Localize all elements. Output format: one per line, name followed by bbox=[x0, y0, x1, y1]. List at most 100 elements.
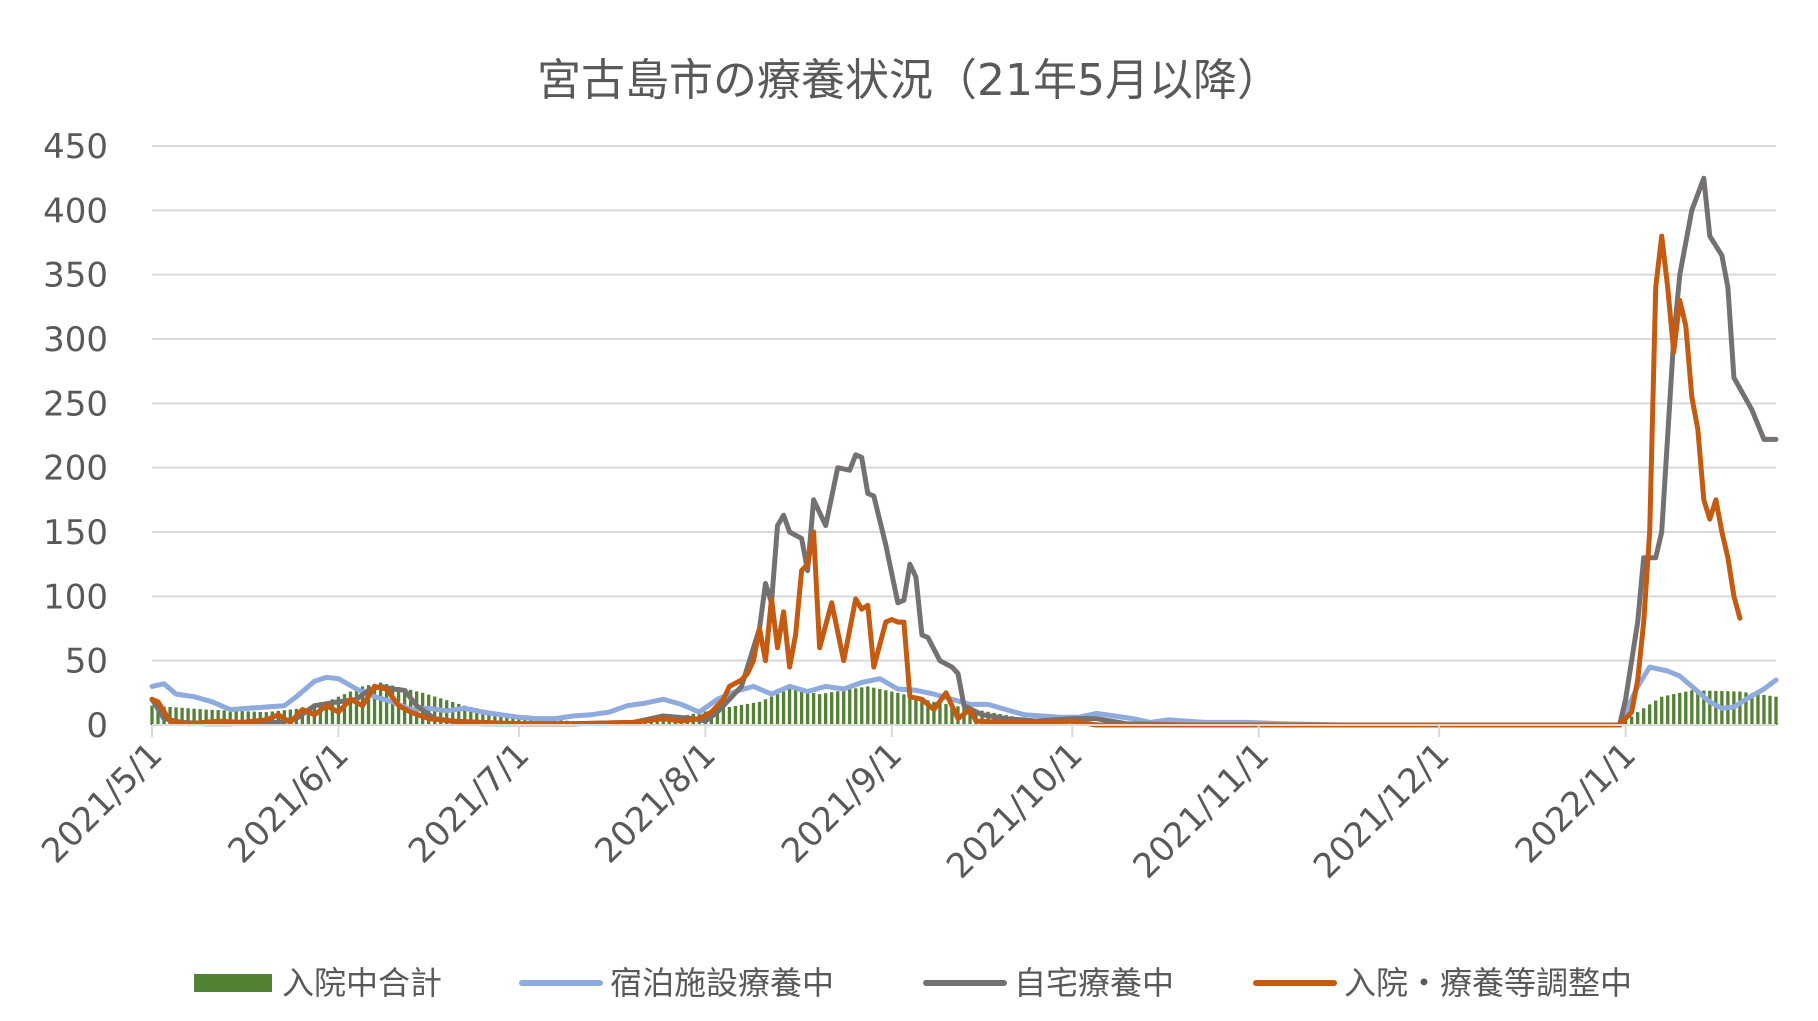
bar bbox=[661, 717, 665, 725]
bar bbox=[1636, 712, 1640, 725]
bar bbox=[884, 690, 888, 725]
bar bbox=[824, 693, 828, 725]
bar bbox=[739, 704, 744, 725]
bar bbox=[757, 701, 762, 725]
bar bbox=[1702, 690, 1706, 725]
bar bbox=[342, 694, 347, 725]
x-axis-ticks: 2021/5/1 2021/6/1 2021/7/1 2021/8/1 2021/9/1… bbox=[34, 724, 1776, 887]
bar bbox=[890, 691, 894, 725]
bar bbox=[1684, 691, 1688, 725]
x-tick-label: 2021/9/1 bbox=[774, 735, 910, 871]
bar bbox=[192, 708, 196, 725]
bar bbox=[1708, 690, 1712, 725]
bar bbox=[330, 699, 335, 725]
bar bbox=[908, 695, 912, 725]
bar bbox=[848, 689, 852, 725]
bar bbox=[1672, 694, 1676, 725]
bar bbox=[1696, 690, 1700, 725]
bar bbox=[817, 694, 822, 725]
legend-swatch bbox=[194, 974, 272, 992]
bar bbox=[517, 717, 521, 725]
bar bbox=[745, 703, 750, 725]
y-tick-label: 350 bbox=[43, 256, 108, 296]
bar bbox=[222, 710, 226, 725]
bar bbox=[457, 703, 461, 725]
bar bbox=[475, 708, 479, 725]
bar bbox=[180, 707, 184, 725]
bar bbox=[463, 705, 467, 725]
bar bbox=[288, 709, 292, 725]
bar bbox=[751, 702, 756, 725]
bar bbox=[830, 692, 834, 725]
bar bbox=[318, 704, 323, 725]
bar bbox=[986, 711, 990, 725]
bar bbox=[932, 701, 936, 725]
bar bbox=[926, 700, 930, 725]
bar bbox=[372, 683, 377, 725]
bar bbox=[733, 705, 738, 725]
y-tick-label: 400 bbox=[43, 191, 108, 231]
y-tick-label: 100 bbox=[43, 577, 108, 617]
bar bbox=[156, 706, 160, 725]
bar bbox=[842, 690, 846, 725]
bar bbox=[950, 705, 954, 725]
bar bbox=[763, 699, 768, 725]
bar bbox=[216, 710, 220, 725]
bar bbox=[174, 707, 178, 725]
x-tick-label: 2021/5/1 bbox=[34, 735, 170, 871]
bar bbox=[1774, 696, 1778, 725]
legend-label: 自宅療養中 bbox=[1014, 964, 1174, 1002]
bar bbox=[860, 687, 864, 725]
legend: 入院中合計 宿泊施設療養中 自宅療養中 入院・療養等調整中 bbox=[194, 964, 1632, 1002]
bar bbox=[866, 686, 870, 725]
bar bbox=[451, 702, 455, 725]
x-tick-label: 2021/6/1 bbox=[221, 735, 357, 871]
x-tick-label: 2021/12/1 bbox=[1306, 735, 1458, 887]
bar bbox=[1654, 700, 1658, 725]
bar bbox=[872, 687, 876, 725]
bar bbox=[938, 702, 942, 725]
bar bbox=[902, 694, 906, 725]
bar bbox=[198, 709, 202, 725]
bar bbox=[186, 708, 190, 725]
bar bbox=[769, 696, 774, 725]
bar bbox=[348, 691, 353, 725]
bar bbox=[787, 688, 792, 725]
bar bbox=[896, 692, 900, 725]
series-line bbox=[149, 233, 1743, 728]
bar bbox=[799, 691, 804, 725]
bar bbox=[1678, 692, 1682, 725]
bar bbox=[920, 698, 924, 725]
bar bbox=[228, 710, 232, 725]
gridlines bbox=[152, 145, 1776, 726]
bar bbox=[1648, 704, 1652, 725]
bar bbox=[878, 688, 882, 725]
bar bbox=[715, 709, 720, 725]
x-tick-label: 2022/1/1 bbox=[1508, 735, 1644, 871]
x-tick-label: 2021/10/1 bbox=[939, 735, 1091, 887]
bar bbox=[354, 688, 359, 725]
bar bbox=[324, 701, 329, 725]
bar bbox=[150, 705, 154, 725]
bar bbox=[168, 706, 172, 725]
legend-label: 入院・療養等調整中 bbox=[1344, 964, 1632, 1002]
bar bbox=[980, 710, 984, 725]
bar bbox=[854, 688, 858, 725]
bar bbox=[487, 710, 491, 725]
bar bbox=[781, 691, 786, 725]
bar bbox=[775, 694, 780, 725]
bar bbox=[505, 714, 509, 725]
bar bbox=[306, 707, 311, 725]
y-tick-label: 200 bbox=[43, 449, 108, 489]
legend-label: 入院中合計 bbox=[282, 964, 442, 1002]
bar bbox=[1762, 694, 1766, 725]
bar bbox=[1623, 720, 1628, 725]
bar bbox=[1642, 708, 1646, 725]
x-tick-label: 2021/8/1 bbox=[587, 735, 723, 871]
bar bbox=[246, 711, 250, 725]
bar bbox=[511, 715, 515, 725]
bar bbox=[1744, 692, 1748, 725]
bar bbox=[727, 706, 732, 725]
bar bbox=[721, 708, 726, 725]
bar bbox=[1690, 690, 1694, 725]
